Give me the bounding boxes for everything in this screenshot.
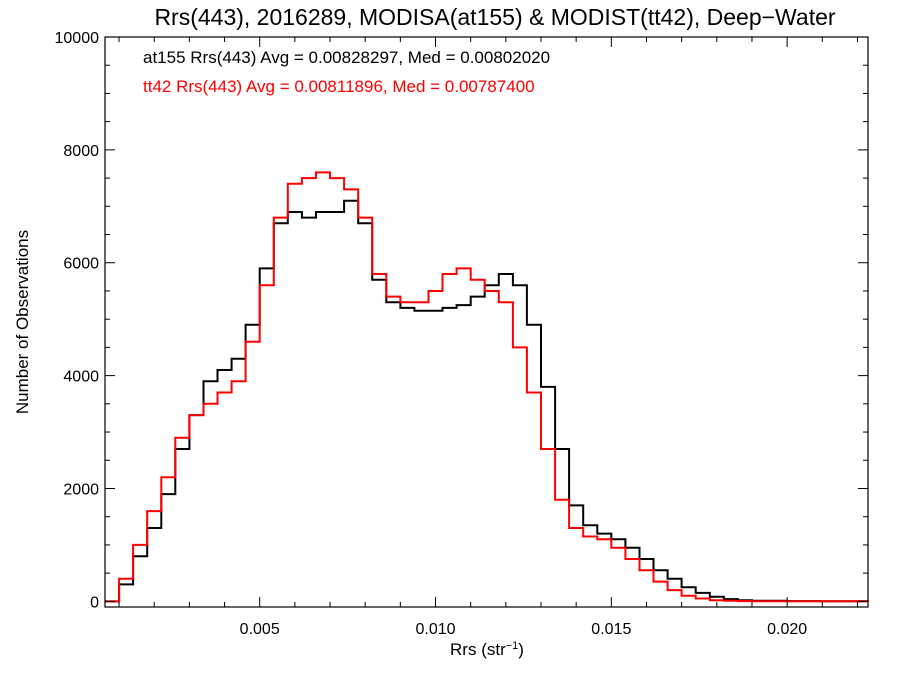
- axis-layer: 0.005 0.010 0.015 0.020 0 2000 4000 6000 8000 100…: [55, 30, 868, 638]
- x-axis-label-main: Rrs (str: [450, 640, 506, 659]
- chart-title: Rrs(443), 2016289, MODISA(at155) & MODIS…: [154, 4, 835, 30]
- x-axis-label: Rrs (str−1): [450, 640, 524, 659]
- series-line-2: [105, 171, 869, 603]
- plot-frame: [104, 36, 869, 608]
- x-axis-label-exponent: −1: [506, 640, 519, 652]
- stats-annotation-tt42: tt42 Rrs(443) Avg = 0.00811896, Med = 0.…: [143, 77, 535, 96]
- y-tick-label: 8000: [63, 143, 99, 160]
- stats-annotation-at155: at155 Rrs(443) Avg = 0.00828297, Med = 0…: [143, 48, 550, 67]
- x-tick-label: 0.015: [591, 621, 631, 638]
- y-tick-label: 4000: [63, 369, 99, 386]
- x-tick-label: 0.020: [767, 621, 807, 638]
- y-axis-label: Number of Observations: [13, 230, 32, 414]
- y-tick-label: 10000: [55, 30, 100, 47]
- y-tick-label: 0: [90, 594, 99, 611]
- y-tick-label: 6000: [63, 256, 99, 273]
- x-tick-label: 0.010: [415, 621, 455, 638]
- y-tick-label: 2000: [63, 481, 99, 498]
- x-tick-label: 0.005: [240, 621, 280, 638]
- series-line-1: [105, 199, 869, 603]
- series-layer: [105, 171, 869, 603]
- x-axis-label-close: ): [518, 640, 524, 659]
